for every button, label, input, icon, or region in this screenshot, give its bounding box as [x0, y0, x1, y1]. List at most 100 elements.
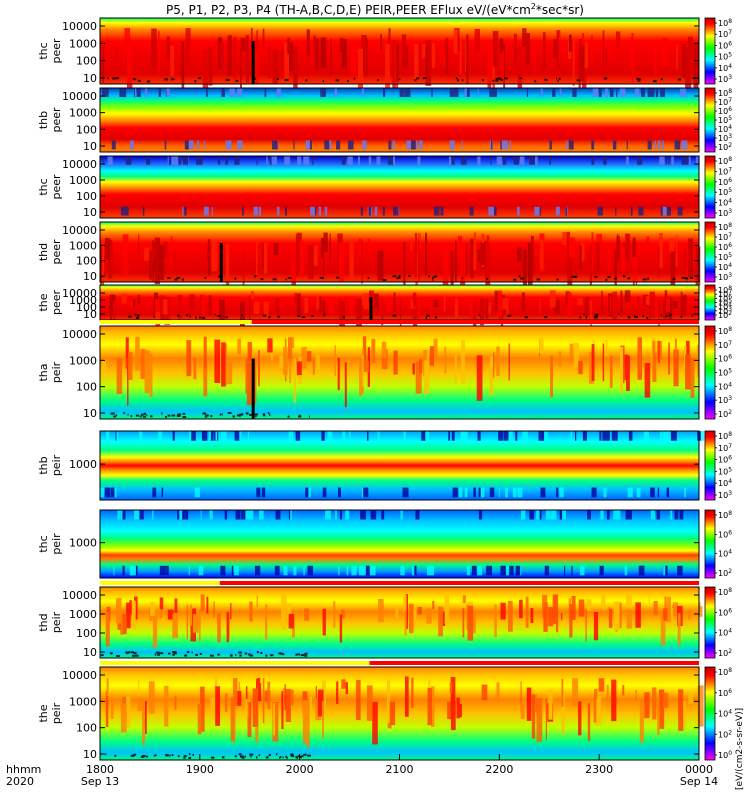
colorbar-tick-label: 105 [718, 187, 732, 197]
colorbar-tick-label: 102 [718, 310, 732, 320]
panel-label-probe: thc [37, 178, 50, 195]
time-label-line2: 2020 [6, 775, 34, 788]
colorbar [704, 87, 716, 153]
colorbar-tick-label: 107 [718, 232, 732, 242]
spectrogram-texture [100, 231, 701, 299]
y-tick-label: 1000 [69, 239, 97, 252]
y-tick-label: 1000 [69, 458, 97, 471]
y-tick-label: 10000 [62, 589, 97, 602]
panel-label-probe: the [37, 293, 50, 311]
y-tick-label: 100 [76, 255, 97, 268]
y-tick-label: 10 [83, 407, 97, 420]
colorbar [704, 325, 716, 420]
spectrogram-fill [100, 667, 699, 760]
spectrogram-fill [100, 156, 699, 218]
colorbar-tick-label: 104 [718, 381, 732, 391]
y-tick-label: 10000 [62, 669, 97, 682]
spectrogram-texture [105, 676, 704, 759]
data-gap [369, 297, 373, 320]
colorbar-tick-label: 106 [718, 106, 732, 116]
colorbar-tick-label: 106 [718, 242, 732, 252]
chart-title: P5, P1, P2, P3, P4 (TH-A,B,C,D,E) PEIR,P… [166, 2, 584, 17]
y-tick-label: 10 [83, 72, 97, 85]
y-tick-label: 10 [83, 270, 97, 283]
panel-label-product: peir [50, 702, 63, 724]
y-tick-label: 1000 [69, 107, 97, 120]
colorbar-tick-label: 104 [718, 549, 732, 559]
spectrogram-texture [102, 28, 699, 101]
colorbar [704, 430, 716, 501]
colorbar-tick-label: 108 [718, 18, 732, 28]
data-gap [251, 358, 255, 419]
spectrogram-fill [100, 326, 699, 419]
panel-label-product: peir [50, 533, 63, 555]
y-tick-label: 1000 [69, 608, 97, 621]
y-tick-label: 10 [83, 748, 97, 761]
colorbar-tick-label: 108 [718, 285, 732, 295]
colorbar-tick-label: 104 [718, 63, 732, 73]
colorbar-tick-label: 108 [718, 431, 732, 441]
colorbar-tick-label: 107 [718, 166, 732, 176]
colorbar-tick-label: 100 [718, 750, 732, 760]
panel-frame [99, 325, 700, 420]
spectrogram-texture [113, 510, 684, 576]
y-tick-label: 10 [83, 206, 97, 219]
colorbar [704, 586, 716, 659]
x-tick-label: 2300 [585, 763, 613, 776]
colorbar-tick-label: 103 [718, 272, 732, 282]
panel-label-probe: thd [37, 243, 50, 261]
colorbar [704, 284, 716, 321]
x-tick-date: Sep 14 [680, 775, 718, 788]
colorbar-tick-label: 103 [718, 490, 732, 500]
x-tick-label: 2200 [485, 763, 513, 776]
colorbar-tick-label: 106 [718, 293, 732, 303]
y-tick-label: 1000 [69, 174, 97, 187]
spectrogram-fill [100, 285, 699, 320]
spectrogram-fill [100, 88, 699, 152]
data-gap [219, 243, 223, 282]
colorbar [704, 17, 716, 85]
colorbar-tick-label: 104 [718, 302, 732, 312]
colorbar-tick-label: 106 [718, 177, 732, 187]
y-tick-label: 100 [76, 722, 97, 735]
panel-frame [99, 155, 700, 219]
panel-label-product: peer [50, 174, 63, 200]
spectrogram-fill [100, 431, 699, 500]
y-tick-label: 1000 [69, 537, 97, 550]
colorbar-tick-label: 108 [718, 156, 732, 166]
y-tick-label: 100 [76, 381, 97, 394]
y-tick-label: 10 [83, 646, 97, 659]
colorbar-tick-label: 102 [718, 142, 732, 152]
colorbar-tick-label: 108 [718, 222, 732, 232]
panel-label-product: peir [50, 454, 63, 476]
colorbar-tick-label: 106 [718, 40, 732, 50]
colorbar-tick-label: 108 [718, 510, 732, 520]
time-label-line1: hhmm [6, 763, 41, 776]
colorbar-tick-label: 102 [718, 729, 732, 739]
colorbar-tick-label: 107 [718, 340, 732, 350]
y-tick-label: 10000 [62, 20, 97, 33]
colorbar-tick-label: 104 [718, 262, 732, 272]
x-tick-label: 1800 [86, 763, 114, 776]
y-tick-label: 10000 [62, 158, 97, 171]
panel-frame [99, 221, 700, 283]
colorbar-tick-label: 105 [718, 115, 732, 125]
colorbar-tick-label: 104 [718, 124, 732, 134]
colorbar-tick-label: 103 [718, 306, 732, 316]
x-tick-label: 2100 [386, 763, 414, 776]
panel-label-product: peir [50, 611, 63, 633]
spectrogram-texture [101, 88, 688, 150]
spectrogram-texture [100, 431, 705, 498]
colorbar-tick-label: 102 [718, 409, 732, 419]
colorbar-tick-label: 105 [718, 252, 732, 262]
y-tick-label: 100 [76, 55, 97, 68]
panel-frame [99, 17, 700, 85]
panel-thd-peir: 10000 1000 100 10 thd peir 108 106 104 102 [37, 581, 732, 659]
x-tick-label: 1900 [186, 763, 214, 776]
status-bar-red [251, 320, 699, 324]
panel-label-product: peer [50, 290, 63, 316]
